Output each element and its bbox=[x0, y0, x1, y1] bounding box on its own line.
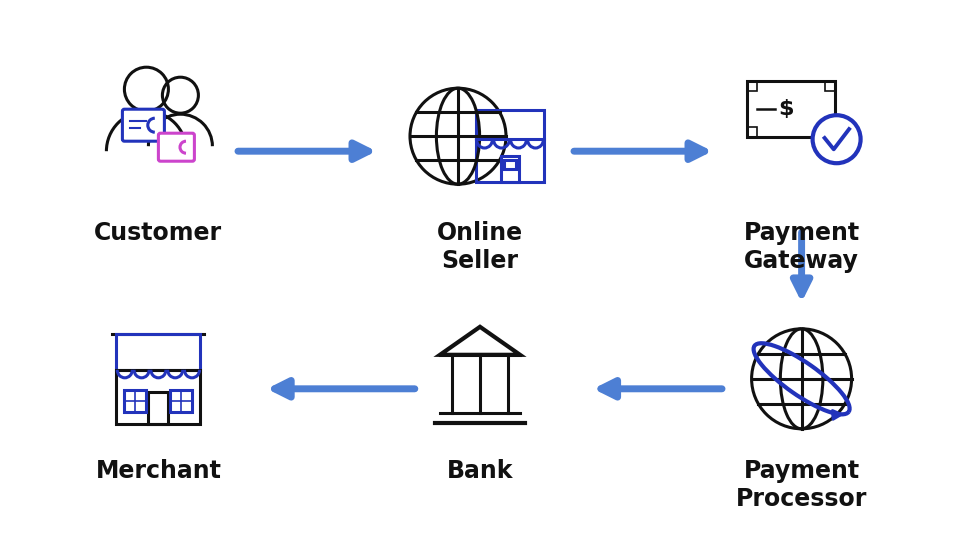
Text: $: $ bbox=[779, 99, 794, 119]
FancyBboxPatch shape bbox=[158, 133, 194, 161]
Text: Payment
Processor: Payment Processor bbox=[736, 459, 867, 511]
FancyBboxPatch shape bbox=[123, 109, 164, 141]
Text: Payment
Gateway: Payment Gateway bbox=[744, 221, 859, 273]
Text: Online
Seller: Online Seller bbox=[437, 221, 523, 273]
Text: Customer: Customer bbox=[94, 221, 223, 245]
Text: Merchant: Merchant bbox=[95, 459, 222, 483]
Circle shape bbox=[812, 115, 860, 163]
Text: Bank: Bank bbox=[446, 459, 514, 483]
